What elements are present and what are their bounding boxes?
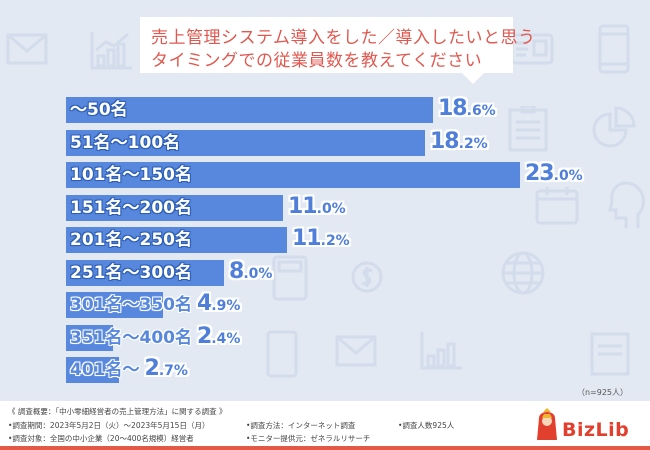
- value-label: 11.2%: [292, 225, 350, 251]
- category-label: 〜50名: [70, 100, 128, 120]
- pie-chart-icon: [592, 106, 636, 148]
- value-integer: 18: [430, 129, 460, 154]
- bar: [66, 195, 283, 221]
- value-label: 23.0%: [525, 160, 583, 186]
- value-label: 18.2%: [430, 128, 488, 154]
- mascot-icon: [537, 408, 557, 440]
- category-label: 201名〜250名: [70, 230, 192, 250]
- value-integer: 11: [292, 226, 322, 251]
- survey-count: •調査人数925人: [398, 421, 455, 430]
- category-label: 351名〜400名: [70, 328, 192, 348]
- value-label: 8.0%: [229, 258, 272, 284]
- value-decimal: .4%: [211, 331, 241, 347]
- calculator-icon: [272, 255, 308, 301]
- value-integer: 8: [229, 259, 244, 284]
- value-label: 11.0%: [288, 193, 346, 219]
- chart-title-callout: 売上管理システム導入をした／導入したいと思う タイミングでの従業員数を教えてくだ…: [140, 17, 535, 84]
- category-label: 101名〜150名: [70, 165, 192, 185]
- bar: [66, 292, 163, 318]
- survey-provider: •モニター提供元：ゼネラルリサーチ: [246, 434, 371, 443]
- survey-summary: 《 調査概要：「中小零細経営者の売上管理方法」に関する調査 》: [8, 407, 227, 416]
- bar: [66, 357, 119, 383]
- value-label: 18.6%: [438, 95, 496, 121]
- value-label: 2.7%: [145, 355, 188, 381]
- chart-title-line-1: 売上管理システム導入をした／導入したいと思う: [151, 28, 536, 48]
- value-label: 4.9%: [197, 290, 240, 316]
- bar-chart: 〜50名 18.6% 51名〜100名 18.2% 101名〜150名 23.0% 151名…: [66, 95, 583, 383]
- value-decimal: .0%: [553, 168, 583, 184]
- value-integer: 11: [288, 194, 318, 219]
- value-integer: 2: [144, 356, 160, 381]
- sample-size-note: （n=925人）: [576, 388, 628, 397]
- value-decimal: .0%: [316, 201, 346, 217]
- clipboard-icon: [508, 106, 548, 152]
- category-label: 251名〜300名: [70, 263, 192, 283]
- survey-method: •調査方法：インターネット調査: [246, 421, 356, 430]
- lightbulb-head-icon: [608, 181, 645, 228]
- value-decimal: .9%: [211, 298, 241, 314]
- bar: [66, 325, 113, 351]
- bar: [66, 260, 224, 286]
- value-decimal: .6%: [466, 103, 496, 119]
- category-label: 51名〜100名: [70, 133, 181, 153]
- survey-period: •調査期間：2023年5月2日（火）〜2023年5月15日（月）: [8, 421, 210, 430]
- envelope-icon: [6, 33, 48, 65]
- category-label: 301名〜350名: [70, 295, 192, 315]
- brand-name: BizLib: [562, 419, 630, 441]
- smartphone-icon: [598, 24, 630, 74]
- clipboard-icon: [590, 332, 630, 376]
- dollar-gear-icon: [351, 261, 383, 293]
- growth-chart-icon: [420, 332, 462, 370]
- category-label: 151名〜200名: [70, 198, 192, 218]
- bizlib-logo: BizLib: [535, 408, 645, 444]
- globe-icon: [501, 251, 545, 295]
- background-decoration: [6, 24, 645, 378]
- value-decimal: .2%: [458, 136, 488, 152]
- bar: [66, 130, 425, 156]
- survey-target: •調査対象：全国の中小企業（20〜400名規模）経営者: [8, 434, 194, 443]
- value-decimal: .0%: [243, 266, 273, 282]
- bar: [66, 227, 287, 253]
- calendar-icon: [535, 187, 579, 225]
- footer-accent-line: [0, 446, 650, 450]
- smartphone-icon: [266, 330, 298, 378]
- value-integer: 18: [438, 96, 468, 121]
- value-integer: 23: [525, 161, 555, 186]
- category-label: 401名〜: [70, 360, 140, 380]
- growth-chart-icon: [90, 32, 132, 70]
- value-label: 2.4%: [197, 323, 240, 349]
- bar: [66, 162, 520, 188]
- bar: [66, 97, 433, 123]
- value-decimal: .7%: [158, 363, 188, 379]
- value-integer: 2: [196, 324, 212, 349]
- envelope-icon: [335, 335, 377, 367]
- value-decimal: .2%: [320, 233, 350, 249]
- chart-title-line-2: タイミングでの従業員数を教えてください: [151, 51, 483, 71]
- value-integer: 4: [196, 291, 212, 316]
